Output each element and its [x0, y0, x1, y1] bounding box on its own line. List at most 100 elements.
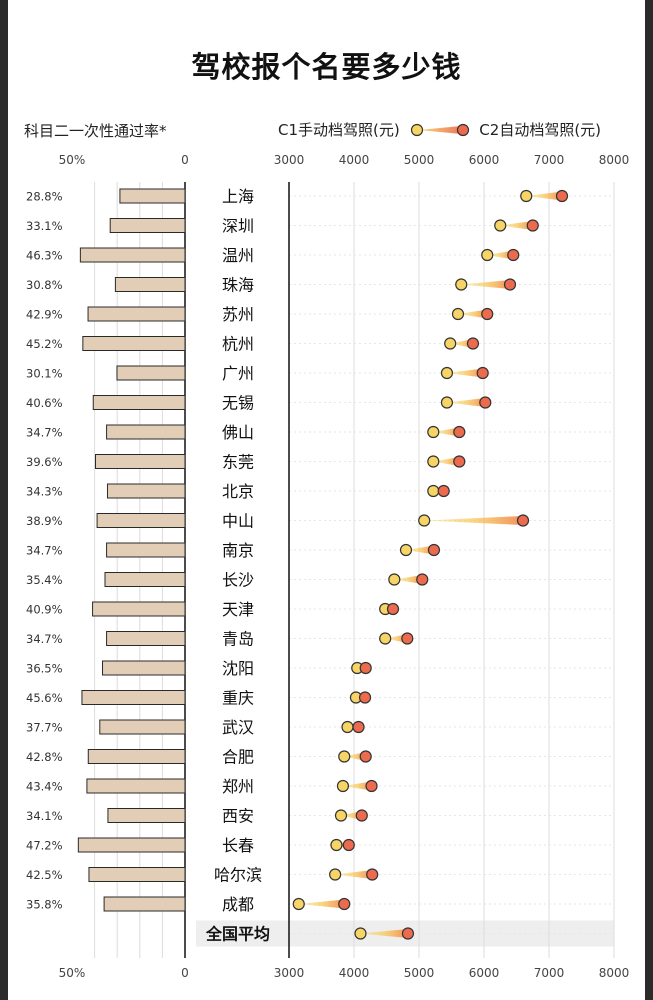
c1-price-dot: [336, 779, 350, 793]
pass-rate-bar: [79, 247, 186, 263]
c1-price-dot: [329, 868, 342, 881]
pass-rate-label: 40.6%: [26, 396, 63, 410]
city-label: 上海: [222, 187, 254, 206]
c2-price-dot: [365, 779, 378, 793]
price-tick-label: 8000: [599, 153, 630, 167]
c2-price-dot: [476, 366, 489, 380]
pass-rate-label: 34.3%: [26, 485, 63, 499]
c1-price-dot: [440, 396, 454, 409]
bar-tick-label: 0: [181, 153, 189, 167]
pass-rate-label: 33.1%: [26, 219, 63, 233]
bar-tick-label: 0: [181, 966, 189, 980]
pass-rate-label: 45.2%: [26, 337, 63, 351]
pass-rate-label: 42.9%: [26, 308, 63, 322]
city-label: 北京: [222, 482, 254, 501]
pass-rate-bar: [102, 660, 186, 676]
c2-price-dot: [427, 543, 441, 557]
pass-rate-bar: [87, 306, 186, 322]
pass-rate-label: 35.8%: [26, 898, 63, 912]
pass-rate-label: 30.1%: [26, 367, 63, 381]
c2-price-dot: [359, 750, 372, 763]
legend: C1手动档驾照(元) C2自动档驾照(元): [278, 119, 601, 140]
c2-price-dot: [466, 337, 480, 350]
legend-c2-label: C2自动档驾照(元): [479, 121, 602, 139]
c1-price-dot: [330, 838, 343, 852]
price-tick-label: 8000: [599, 966, 630, 980]
city-label: 南京: [222, 541, 254, 560]
c2-price-dot: [526, 219, 539, 232]
pass-rate-bar: [99, 719, 186, 735]
c1-price-dot: [427, 455, 440, 468]
pass-rate-label: 40.9%: [26, 603, 63, 617]
c2-price-dot: [481, 307, 494, 321]
c2-price-dot: [358, 691, 372, 704]
price-gap-wedge: [450, 339, 473, 348]
c1-price-dot: [341, 720, 354, 734]
pass-rate-bar: [104, 572, 186, 587]
pass-rate-bar: [88, 867, 186, 882]
price-tick-label: 3000: [274, 153, 305, 167]
pass-rate-bar: [103, 896, 186, 912]
c1-price-dot: [354, 927, 367, 940]
city-label: 长春: [222, 836, 254, 855]
bar-tick-label: 50%: [59, 153, 86, 167]
c2-price-dot: [352, 720, 365, 734]
c2-price-dot: [359, 661, 372, 675]
c2-price-dot: [416, 573, 429, 586]
price-gap-wedge: [298, 899, 345, 909]
price-tick-label: 4000: [339, 153, 370, 167]
city-label: 沈阳: [222, 659, 254, 678]
pass-rate-label: 47.2%: [26, 839, 63, 853]
c1-price-dot: [440, 366, 454, 380]
pass-rate-bar: [106, 424, 186, 440]
price-gap-wedge: [360, 929, 408, 938]
pass-rate-bar: [86, 778, 186, 794]
price-gap-wedge: [500, 221, 533, 230]
c1-price-dot: [451, 307, 465, 321]
pass-rate-label: 28.8%: [26, 190, 63, 204]
c1-price-dot: [494, 219, 507, 232]
price-gap-wedge: [433, 457, 460, 466]
price-gap-wedge: [335, 870, 373, 879]
pass-rate-label: 34.7%: [26, 426, 63, 440]
price-tick-label: 7000: [534, 153, 565, 167]
c2-price-dot: [453, 425, 466, 439]
pass-rate-bar: [96, 513, 186, 528]
pass-rate-label: 36.5%: [26, 662, 63, 676]
pass-rate-bar: [92, 601, 186, 617]
city-label: 深圳: [222, 217, 254, 236]
price-tick-label: 7000: [534, 966, 565, 980]
c1-price-dot: [379, 632, 392, 645]
city-label: 东莞: [222, 453, 254, 472]
pass-rate-bar: [109, 218, 186, 233]
c1-price-dot: [427, 425, 440, 439]
city-label: 温州: [222, 246, 254, 265]
pass-rate-label: 43.4%: [26, 780, 63, 794]
pass-rate-bar: [114, 277, 186, 292]
c1-price-dot: [427, 484, 440, 498]
pass-rate-label: 42.5%: [26, 868, 63, 882]
city-label: 郑州: [222, 777, 254, 796]
c2-price-dot: [401, 632, 414, 645]
city-label: 合肥: [222, 748, 254, 767]
c2-price-dot: [355, 809, 368, 822]
c1-price-dot: [418, 514, 431, 527]
city-label: 苏州: [222, 305, 254, 324]
price-gap-wedge: [446, 368, 483, 378]
pass-rate-label: 39.6%: [26, 455, 63, 469]
pass-rate-bar: [77, 837, 186, 853]
pass-rate-label: 38.9%: [26, 514, 63, 528]
c2-price-dot: [453, 455, 466, 468]
city-label: 武汉: [222, 718, 254, 737]
price-tick-label: 5000: [404, 153, 435, 167]
price-tick-label: 6000: [469, 966, 500, 980]
c2-price-dot: [479, 396, 492, 409]
city-label: 广州: [222, 364, 254, 383]
pass-rate-label: 34.7%: [26, 544, 63, 558]
c1-price-dot: [444, 337, 457, 350]
c1-price-dot: [338, 750, 351, 763]
city-label: 成都: [222, 895, 254, 914]
city-label: 重庆: [222, 689, 254, 708]
pass-rate-bar: [95, 454, 186, 469]
pass-rate-bar: [106, 542, 186, 558]
